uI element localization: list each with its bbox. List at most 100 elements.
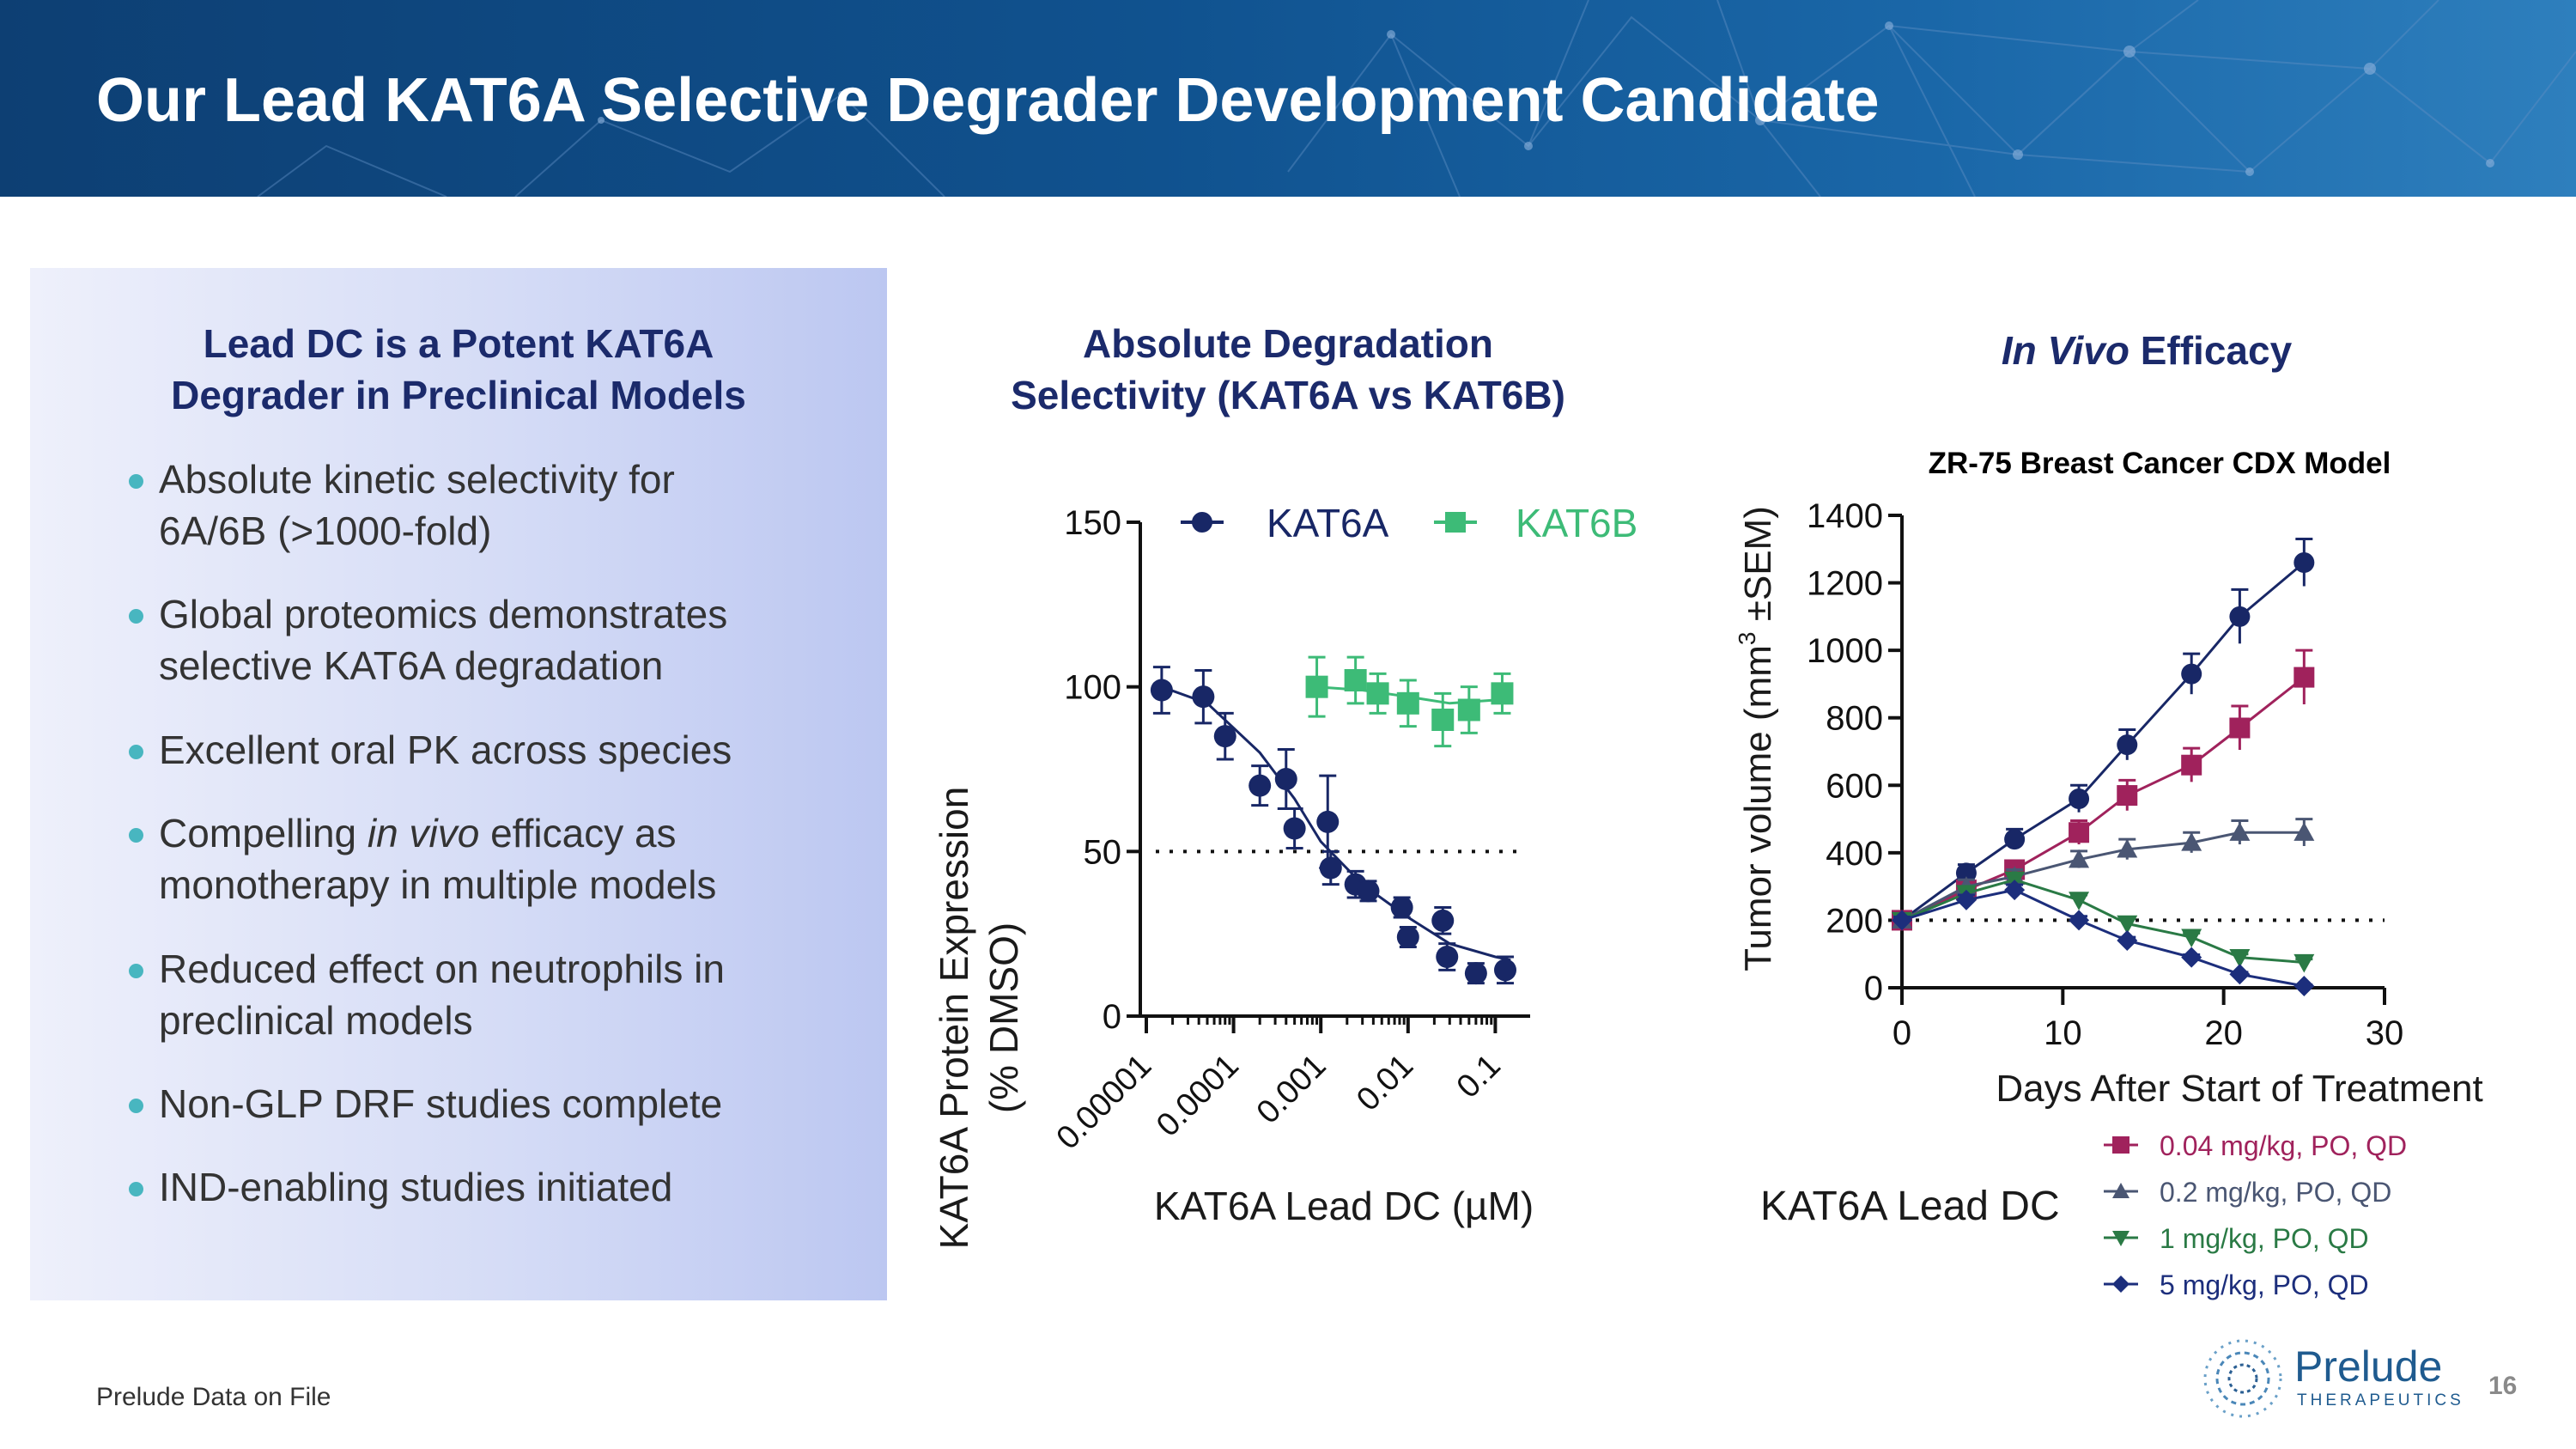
y-axis-label-line1: KAT6A Protein Expression — [932, 787, 976, 1250]
series-0-marker — [2181, 663, 2202, 685]
efficacy-chart: 0 200 400 600 800 1000 1200 1400 0 10 20 30 Tumor v… — [1734, 497, 2483, 1300]
kat6a-marker — [1396, 926, 1419, 948]
y-axis-label-superscript: 3 — [1734, 632, 1760, 646]
series-0-marker — [2069, 788, 2090, 809]
footer-source-note: Prelude Data on File — [96, 1383, 331, 1411]
series-1-data-point — [2117, 778, 2138, 811]
series-2-marker — [2293, 822, 2315, 841]
legend-marker — [2112, 1183, 2129, 1198]
series-0-data-point — [2181, 652, 2202, 695]
bullet-text: Absolute kinetic selectivity for — [159, 457, 675, 502]
series-1-data-point — [2229, 704, 2251, 751]
series-4-data-point — [2181, 947, 2202, 968]
series-1-marker — [2293, 667, 2315, 688]
bullet-dot-icon — [129, 1099, 143, 1113]
legend-kat6b-label: KAT6B — [1516, 501, 1637, 545]
kat6a-marker — [1493, 959, 1516, 982]
legend-entry: 5 mg/kg, PO, QD — [2104, 1269, 2369, 1300]
series-2-marker — [2229, 822, 2251, 841]
kat6a-data-point — [1316, 774, 1340, 869]
y-tick-label: 0 — [1864, 970, 1883, 1008]
series-0-data-point — [2293, 538, 2315, 587]
kat6a-marker — [1192, 685, 1215, 709]
kat6a-marker — [1213, 725, 1236, 748]
series-2-marker — [2181, 832, 2202, 851]
legend-entry: 1 mg/kg, PO, QD — [2104, 1223, 2369, 1254]
logo-tagline: THERAPEUTICS — [2297, 1391, 2464, 1409]
legend-label: 5 mg/kg, PO, QD — [2160, 1269, 2369, 1300]
legend-kat6b-marker — [1445, 512, 1466, 533]
series-4-marker — [2069, 910, 2090, 931]
series-0-marker — [2293, 552, 2315, 573]
kat6a-data-point — [1396, 926, 1419, 948]
kat6b-marker — [1366, 682, 1389, 705]
series-2-data-point — [2181, 831, 2202, 853]
bullet-text: preclinical models — [159, 998, 473, 1043]
efficacy-chart-subtitle: ZR-75 Breast Cancer CDX Model — [1928, 447, 2391, 480]
bullet-item: Compelling in vivo efficacy as monothera… — [129, 807, 716, 910]
y-tick-label: 1400 — [1807, 497, 1883, 535]
header-banner: Our Lead KAT6A Selective Degrader Develo… — [0, 0, 2576, 197]
bullet-item: Absolute kinetic selectivity for 6A/6B (… — [129, 454, 675, 557]
x-axis-label: Days After Start of Treatment — [1996, 1068, 2482, 1110]
kat6a-data-point — [1464, 962, 1487, 985]
bullet-item: Excellent oral PK across species — [129, 724, 732, 776]
bullet-text-emphasis: in vivo — [367, 811, 480, 855]
bullet-text: Non-GLP DRF studies complete — [159, 1081, 723, 1126]
kat6a-data-point — [1319, 849, 1342, 886]
series-3-marker — [2293, 953, 2315, 973]
series-2-data-point — [2069, 849, 2090, 868]
efficacy-chart-title: In Vivo Efficacy — [1803, 325, 2490, 376]
bullet-text: Excellent oral PK across species — [159, 728, 732, 772]
series-3-data-point — [2293, 953, 2315, 973]
kat6a-data-point — [1283, 807, 1306, 849]
series-1-data-point — [2293, 648, 2315, 704]
y-tick-label: 200 — [1826, 902, 1883, 940]
series-4-data-point — [1892, 910, 1912, 931]
kat6b-data-point — [1344, 655, 1367, 705]
kat6b-marker — [1431, 709, 1455, 731]
y-axis-label-text: Tumor volume (mm3 ±SEM) — [1734, 506, 1779, 971]
series-1-marker — [2069, 822, 2090, 843]
kat6a-marker — [1357, 880, 1380, 903]
bullet-dot-icon — [129, 1182, 143, 1196]
y-tick-label: 800 — [1826, 700, 1883, 738]
chart-legend: 0.04 mg/kg, PO, QD 0.2 mg/kg, PO, QD 1 mg/… — [2104, 1130, 2407, 1300]
series-4-marker — [2229, 964, 2251, 985]
series-0-data-point — [2069, 783, 2090, 813]
kat6a-marker — [1431, 909, 1455, 932]
y-tick-label: 150 — [1064, 504, 1121, 542]
bullet-text: IND-enabling studies initiated — [159, 1165, 673, 1209]
kat6a-marker — [1319, 856, 1342, 880]
kat6b-marker — [1344, 669, 1367, 691]
x-tick-label: 10 — [2044, 1014, 2082, 1052]
kat6a-marker — [1316, 810, 1340, 833]
series-1-marker — [2117, 785, 2138, 807]
legend-label: 1 mg/kg, PO, QD — [2160, 1223, 2369, 1254]
series-1-data-point — [2181, 746, 2202, 782]
series-3-data-point — [2181, 928, 2202, 948]
series-4-marker — [2181, 947, 2202, 968]
y-tick-label: 50 — [1084, 833, 1122, 871]
series-0-marker — [2229, 606, 2251, 627]
panel-heading: Lead DC is a Potent KAT6A Degrader in Pr… — [30, 318, 887, 421]
kat6a-data-point — [1357, 880, 1380, 903]
kat6b-data-point — [1396, 679, 1419, 728]
series-3-data-point — [2117, 915, 2138, 935]
legend-entry: 0.04 mg/kg, PO, QD — [2104, 1130, 2407, 1161]
bullet-text: 6A/6B (>1000-fold) — [159, 508, 492, 553]
legend-marker — [2112, 1231, 2129, 1246]
bullet-text: selective KAT6A degradation — [159, 643, 664, 688]
prelude-logo-icon — [2203, 1339, 2282, 1418]
kat6a-marker — [1464, 962, 1487, 985]
series-0-marker — [1955, 862, 1977, 884]
series-0-data-point — [2117, 728, 2138, 760]
series-1-marker — [2181, 754, 2202, 776]
chart-legend: KAT6A KAT6B — [1181, 501, 1637, 545]
chart-axes: 0 200 400 600 800 1000 1200 1400 0 10 20 30 — [1807, 497, 2403, 1052]
y-tick-label: 0 — [1103, 998, 1121, 1036]
x-tick-label: 0.001 — [1250, 1048, 1334, 1131]
series-3-marker — [2229, 949, 2251, 968]
y-tick-label: 100 — [1064, 669, 1121, 707]
y-tick-label: 400 — [1826, 835, 1883, 873]
